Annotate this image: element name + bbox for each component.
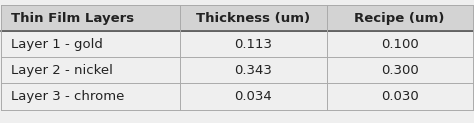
- Text: Thickness (um): Thickness (um): [196, 12, 310, 25]
- FancyBboxPatch shape: [1, 57, 473, 83]
- Text: Layer 1 - gold: Layer 1 - gold: [11, 38, 103, 51]
- Text: 0.113: 0.113: [235, 38, 273, 51]
- FancyBboxPatch shape: [1, 5, 473, 31]
- Text: Thin Film Layers: Thin Film Layers: [11, 12, 134, 25]
- Text: 0.300: 0.300: [381, 64, 419, 77]
- Text: Layer 3 - chrome: Layer 3 - chrome: [11, 90, 124, 103]
- Text: Recipe (um): Recipe (um): [355, 12, 445, 25]
- FancyBboxPatch shape: [1, 31, 473, 57]
- Text: 0.034: 0.034: [235, 90, 273, 103]
- FancyBboxPatch shape: [1, 83, 473, 110]
- Text: 0.100: 0.100: [381, 38, 419, 51]
- Text: 0.343: 0.343: [235, 64, 273, 77]
- Text: Layer 2 - nickel: Layer 2 - nickel: [11, 64, 113, 77]
- Text: 0.030: 0.030: [381, 90, 419, 103]
